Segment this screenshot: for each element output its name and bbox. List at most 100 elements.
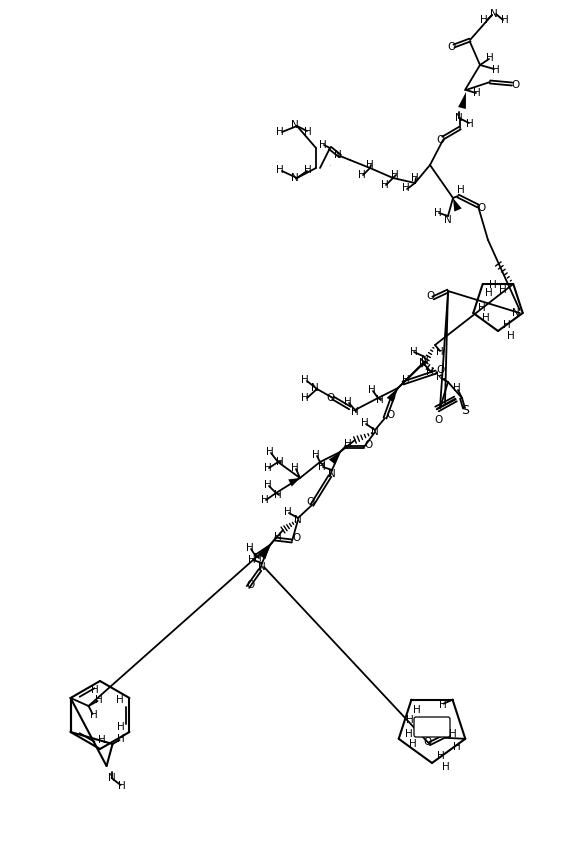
Text: H: H <box>482 313 490 323</box>
FancyBboxPatch shape <box>414 717 450 737</box>
Text: H: H <box>402 183 410 193</box>
Text: H: H <box>276 165 284 175</box>
Text: H: H <box>434 208 442 218</box>
Text: H: H <box>276 457 284 467</box>
Text: S: S <box>461 403 469 416</box>
Text: H: H <box>453 383 461 393</box>
Text: H: H <box>351 407 359 417</box>
Polygon shape <box>258 545 270 560</box>
Text: H: H <box>254 553 262 563</box>
Text: H: H <box>358 170 366 180</box>
Text: H: H <box>368 385 376 395</box>
Text: N: N <box>328 469 336 479</box>
Text: H: H <box>449 729 457 738</box>
Text: O: O <box>426 291 434 301</box>
Text: O: O <box>386 410 394 420</box>
Text: H: H <box>304 165 312 175</box>
Text: H: H <box>409 738 417 749</box>
Text: H: H <box>486 53 494 63</box>
Text: H: H <box>489 280 496 290</box>
Text: O: O <box>434 415 442 425</box>
Text: H: H <box>301 393 309 403</box>
Text: H: H <box>405 729 413 738</box>
Text: H: H <box>361 418 369 428</box>
Text: H: H <box>457 185 465 195</box>
Text: H: H <box>503 320 511 330</box>
Text: N: N <box>444 215 452 225</box>
Text: H: H <box>501 15 509 25</box>
Text: H: H <box>473 88 481 98</box>
Text: N: N <box>455 113 463 123</box>
Text: N: N <box>291 120 299 130</box>
Text: O: O <box>436 365 444 375</box>
Text: HAbs: HAbs <box>421 723 443 733</box>
Text: O: O <box>477 203 485 213</box>
Text: H: H <box>264 463 272 473</box>
Text: H: H <box>284 507 292 517</box>
Text: H: H <box>248 555 256 565</box>
Text: H: H <box>436 347 444 357</box>
Text: H: H <box>366 160 374 170</box>
Text: H: H <box>507 331 515 341</box>
Text: H: H <box>344 439 352 449</box>
Text: O: O <box>423 737 431 747</box>
Text: H: H <box>411 173 419 183</box>
Text: H: H <box>381 180 389 190</box>
Text: H: H <box>391 170 399 180</box>
Text: O: O <box>246 580 254 590</box>
Text: H: H <box>413 705 420 715</box>
Text: H: H <box>319 140 327 150</box>
Text: H: H <box>376 395 384 405</box>
Text: H: H <box>453 742 461 752</box>
Text: H: H <box>274 532 282 542</box>
Text: O: O <box>512 80 520 90</box>
Polygon shape <box>329 452 340 464</box>
Text: N: N <box>258 562 266 572</box>
Text: O: O <box>436 135 444 145</box>
Text: N: N <box>371 427 379 437</box>
Text: H: H <box>492 65 500 75</box>
Text: H: H <box>485 288 492 298</box>
Text: H: H <box>410 347 418 357</box>
Polygon shape <box>453 198 462 212</box>
Text: O: O <box>326 393 334 403</box>
Text: H: H <box>318 462 326 472</box>
Text: N: N <box>291 173 299 183</box>
Text: H: H <box>442 762 450 772</box>
Text: H: H <box>91 685 99 695</box>
Text: H: H <box>318 460 326 470</box>
Text: H: H <box>264 480 272 490</box>
Text: H: H <box>480 15 488 25</box>
Text: H: H <box>246 543 254 553</box>
Text: H: H <box>436 372 444 382</box>
Text: H: H <box>344 397 352 407</box>
Text: H: H <box>118 781 126 791</box>
Text: H: H <box>402 375 410 385</box>
Text: O: O <box>447 42 455 52</box>
Text: H: H <box>406 715 413 725</box>
Text: H: H <box>439 700 446 710</box>
Text: N: N <box>311 383 319 393</box>
Text: H: H <box>276 127 284 137</box>
Text: N: N <box>421 355 429 365</box>
Text: H: H <box>98 735 106 745</box>
Text: H: H <box>274 490 282 500</box>
Text: H: H <box>116 734 125 744</box>
Text: N: N <box>294 515 302 525</box>
Text: O: O <box>364 440 372 450</box>
Text: H: H <box>266 447 274 457</box>
Text: H: H <box>437 751 445 761</box>
Text: H: H <box>426 367 434 377</box>
Text: N: N <box>512 308 520 318</box>
Text: H: H <box>291 463 299 473</box>
Polygon shape <box>458 92 466 109</box>
Text: H: H <box>466 119 474 129</box>
Text: H: H <box>499 285 507 295</box>
Text: H: H <box>304 127 312 137</box>
Text: N: N <box>490 9 498 19</box>
Text: N: N <box>334 150 342 160</box>
Text: O: O <box>292 533 300 543</box>
Polygon shape <box>288 478 300 487</box>
Text: N: N <box>108 773 115 783</box>
Text: H: H <box>301 375 309 385</box>
